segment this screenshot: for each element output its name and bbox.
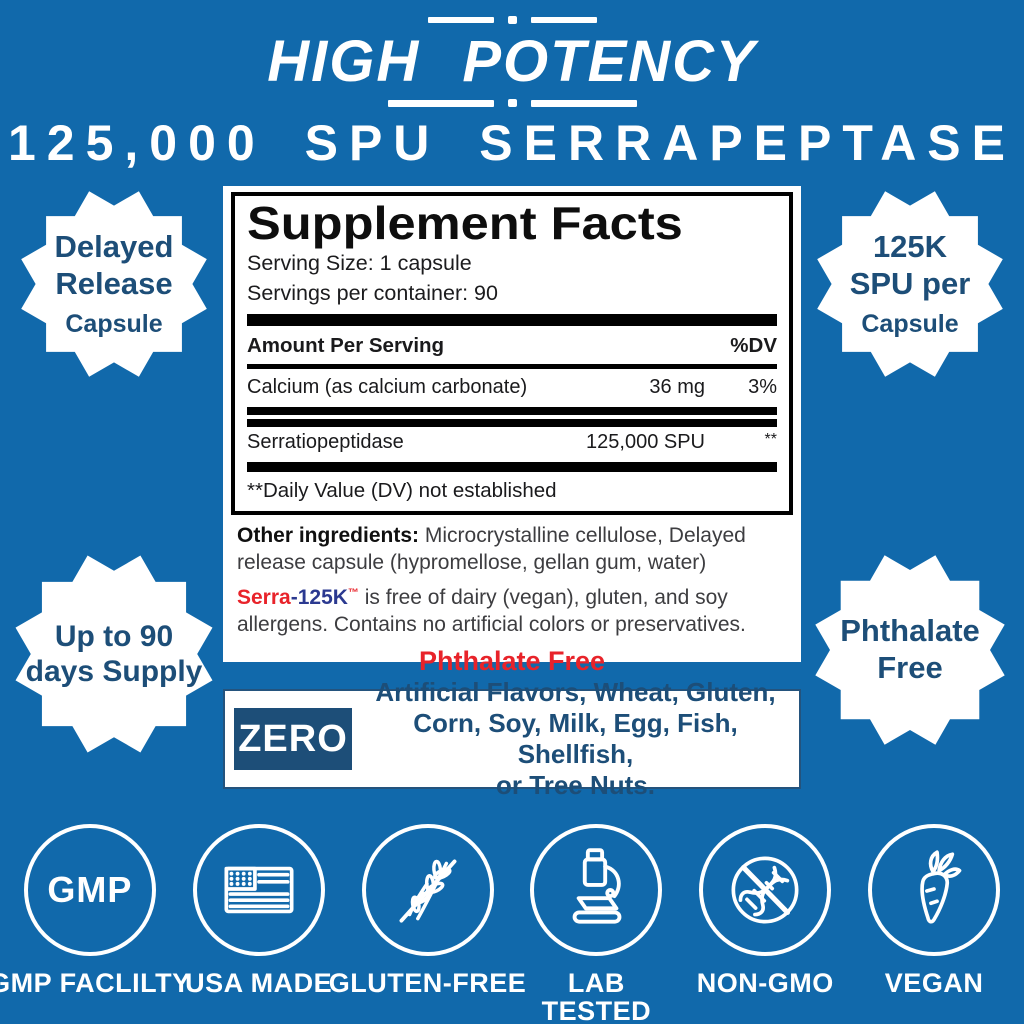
brand-name-navy: -125K xyxy=(290,586,348,610)
usa-flag-icon xyxy=(192,824,325,956)
badge-line: days Supply xyxy=(25,655,203,688)
starburst-badge-phthalate-free: Phthalate Free xyxy=(810,550,1010,750)
brand-statement-text: is free of dairy (vegan), gluten, and so… xyxy=(237,586,746,636)
divider-middle xyxy=(0,99,1024,107)
zero-allergens-panel: ZERO Artificial Flavors, Wheat, Gluten, … xyxy=(223,677,801,800)
divider-dot xyxy=(507,99,517,107)
nutrient-dv: ** xyxy=(764,431,777,449)
divider-dash xyxy=(427,17,494,23)
allergen-line: or Tree Nuts. xyxy=(496,770,655,801)
starburst-icon xyxy=(15,555,213,753)
starburst-badge-125k-spu: 125K SPU per Capsule xyxy=(812,186,1008,382)
thick-rule xyxy=(247,419,777,428)
header: HIGH POTENCY 125,000 SPU SERRAPEPTASE xyxy=(0,0,1024,168)
starburst-icon xyxy=(21,191,207,377)
zero-allergen-list: Artificial Flavors, Wheat, Gluten, Corn,… xyxy=(352,677,799,802)
gmp-circle-icon: GMP xyxy=(23,824,156,956)
dna-crossed-icon xyxy=(699,824,832,956)
badge-label: NON-GMO xyxy=(696,968,834,998)
badge-label: VEGAN xyxy=(884,968,984,998)
certification-badges-row: GMP GMP FACLILTY xyxy=(0,824,1024,1024)
nutrient-dv: 3% xyxy=(748,376,777,399)
badge-subline: Capsule xyxy=(65,309,163,338)
badge-subline: Capsule xyxy=(861,309,959,338)
starburst-badge-90-days-supply: Up to 90 days Supply xyxy=(10,550,218,758)
badge-line: Phthalate xyxy=(840,613,980,649)
thin-rule xyxy=(247,364,777,370)
supplement-facts-box: Supplement Facts Serving Size: 1 capsule… xyxy=(231,192,793,516)
phthalate-free-text: Phthalate Free xyxy=(418,645,606,676)
nutrient-name: Serratiopeptidase xyxy=(247,431,404,454)
brand-statement: Serra-125K™ is free of dairy (vegan), gl… xyxy=(237,585,787,639)
badge-line: Delayed xyxy=(54,229,174,265)
facts-header-row: Amount Per Serving %DV xyxy=(247,331,777,362)
servings-per-container: Servings per container: 90 xyxy=(247,280,498,305)
page-title: 125,000 SPU SERRAPEPTASE xyxy=(7,115,1017,171)
badge-label: GLUTEN-FREE xyxy=(328,968,527,998)
badge-label: USA MADE xyxy=(185,968,333,998)
badge-usa-made: USA MADE xyxy=(176,824,342,997)
badge-non-gmo: NON-GMO xyxy=(682,824,848,997)
badge-text: Phthalate Free xyxy=(810,550,1010,750)
badge-gmp-facility: GMP GMP FACLILTY xyxy=(0,824,190,997)
nutrient-name: Calcium (as calcium carbonate) xyxy=(247,376,528,399)
badge-vegan: VEGAN xyxy=(851,824,1017,997)
badge-label: GMP FACLILTY xyxy=(0,968,191,998)
badge-line: Up to 90 xyxy=(54,619,174,653)
thick-rule xyxy=(247,462,777,473)
badge-gluten-free: GLUTEN-FREE xyxy=(329,824,526,997)
divider-dot xyxy=(507,16,517,24)
allergen-line: Corn, Soy, Milk, Egg, Fish, Shellfish, xyxy=(413,707,738,769)
badge-line: 125K xyxy=(872,229,948,265)
badge-label: LAB TESTED xyxy=(541,968,652,1024)
facts-row-calcium: Calcium (as calcium carbonate) 36 mg 3% xyxy=(247,372,777,402)
zero-label-box: ZERO xyxy=(234,708,352,770)
wheat-crossed-icon xyxy=(361,824,494,956)
gmp-circle-text: GMP xyxy=(47,869,133,910)
other-ingredients-label: Other ingredients: xyxy=(237,524,420,548)
starburst-icon xyxy=(817,191,1003,377)
allergen-line: Artificial Flavors, Wheat, Gluten, xyxy=(375,676,776,707)
thick-rule xyxy=(247,407,777,416)
dv-footnote: **Daily Value (DV) not established xyxy=(247,479,557,503)
supplement-facts-title: Supplement Facts xyxy=(247,197,683,249)
trademark-symbol: ™ xyxy=(347,587,359,600)
supplement-facts-card: Supplement Facts Serving Size: 1 capsule… xyxy=(223,186,801,676)
divider-dash xyxy=(530,17,597,23)
badge-text: Up to 90 days Supply xyxy=(10,550,218,758)
dv-label: %DV xyxy=(730,333,777,357)
badge-lab-tested: LAB TESTED xyxy=(513,824,679,1024)
microscope-icon xyxy=(530,824,663,956)
amount-per-serving-label: Amount Per Serving xyxy=(247,333,445,357)
divider-top xyxy=(0,16,1024,24)
badge-line: Release xyxy=(55,266,173,301)
badge-line: SPU per xyxy=(849,266,971,301)
starburst-badge-delayed-release: Delayed Release Capsule xyxy=(16,186,212,382)
divider-dash xyxy=(387,99,494,107)
carrot-icon xyxy=(868,824,1001,956)
serving-size: Serving Size: 1 capsule xyxy=(247,250,472,275)
badge-line: Free xyxy=(877,650,943,685)
starburst-icon xyxy=(815,555,1005,745)
badge-text: 125K SPU per Capsule xyxy=(812,186,1008,382)
nutrient-amount: 36 mg xyxy=(649,376,705,399)
eyebrow-title: HIGH POTENCY xyxy=(267,29,757,94)
other-ingredients: Other ingredients: Microcrystalline cell… xyxy=(237,523,787,577)
facts-row-serratiopeptidase: Serratiopeptidase 125,000 SPU ** xyxy=(247,427,777,457)
nutrient-amount: 125,000 SPU xyxy=(586,431,705,454)
thick-rule xyxy=(247,313,777,326)
brand-name-red: Serra xyxy=(237,586,291,610)
divider-dash xyxy=(530,99,637,107)
badge-text: Delayed Release Capsule xyxy=(16,186,212,382)
other-ingredients-text: Microcrystalline cellulose, Delayed rele… xyxy=(237,524,746,575)
